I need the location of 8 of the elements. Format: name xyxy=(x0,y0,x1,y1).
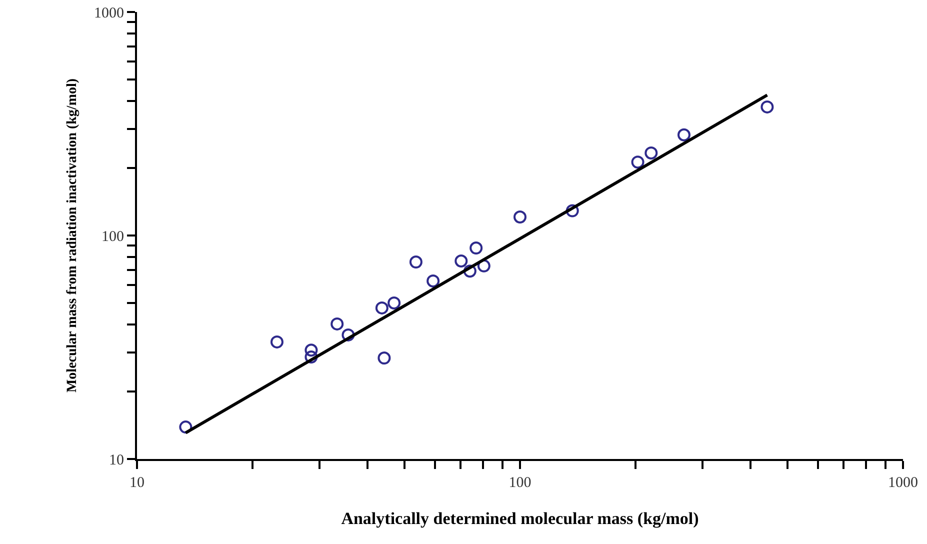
x-tick-label: 10 xyxy=(130,475,144,491)
y-tick-label: 10 xyxy=(109,452,124,468)
y-tick-label: 100 xyxy=(102,228,124,245)
x-axis-title: Analytically determined molecular mass (kg/mol) xyxy=(341,508,699,528)
x-tick-label: 100 xyxy=(508,475,532,491)
y-tick-label: 1000 xyxy=(94,5,124,22)
y-axis-title: Molecular mass from radiation inactivation (kg/mol) xyxy=(65,78,80,393)
x-tick-label: 1000 xyxy=(888,475,918,491)
